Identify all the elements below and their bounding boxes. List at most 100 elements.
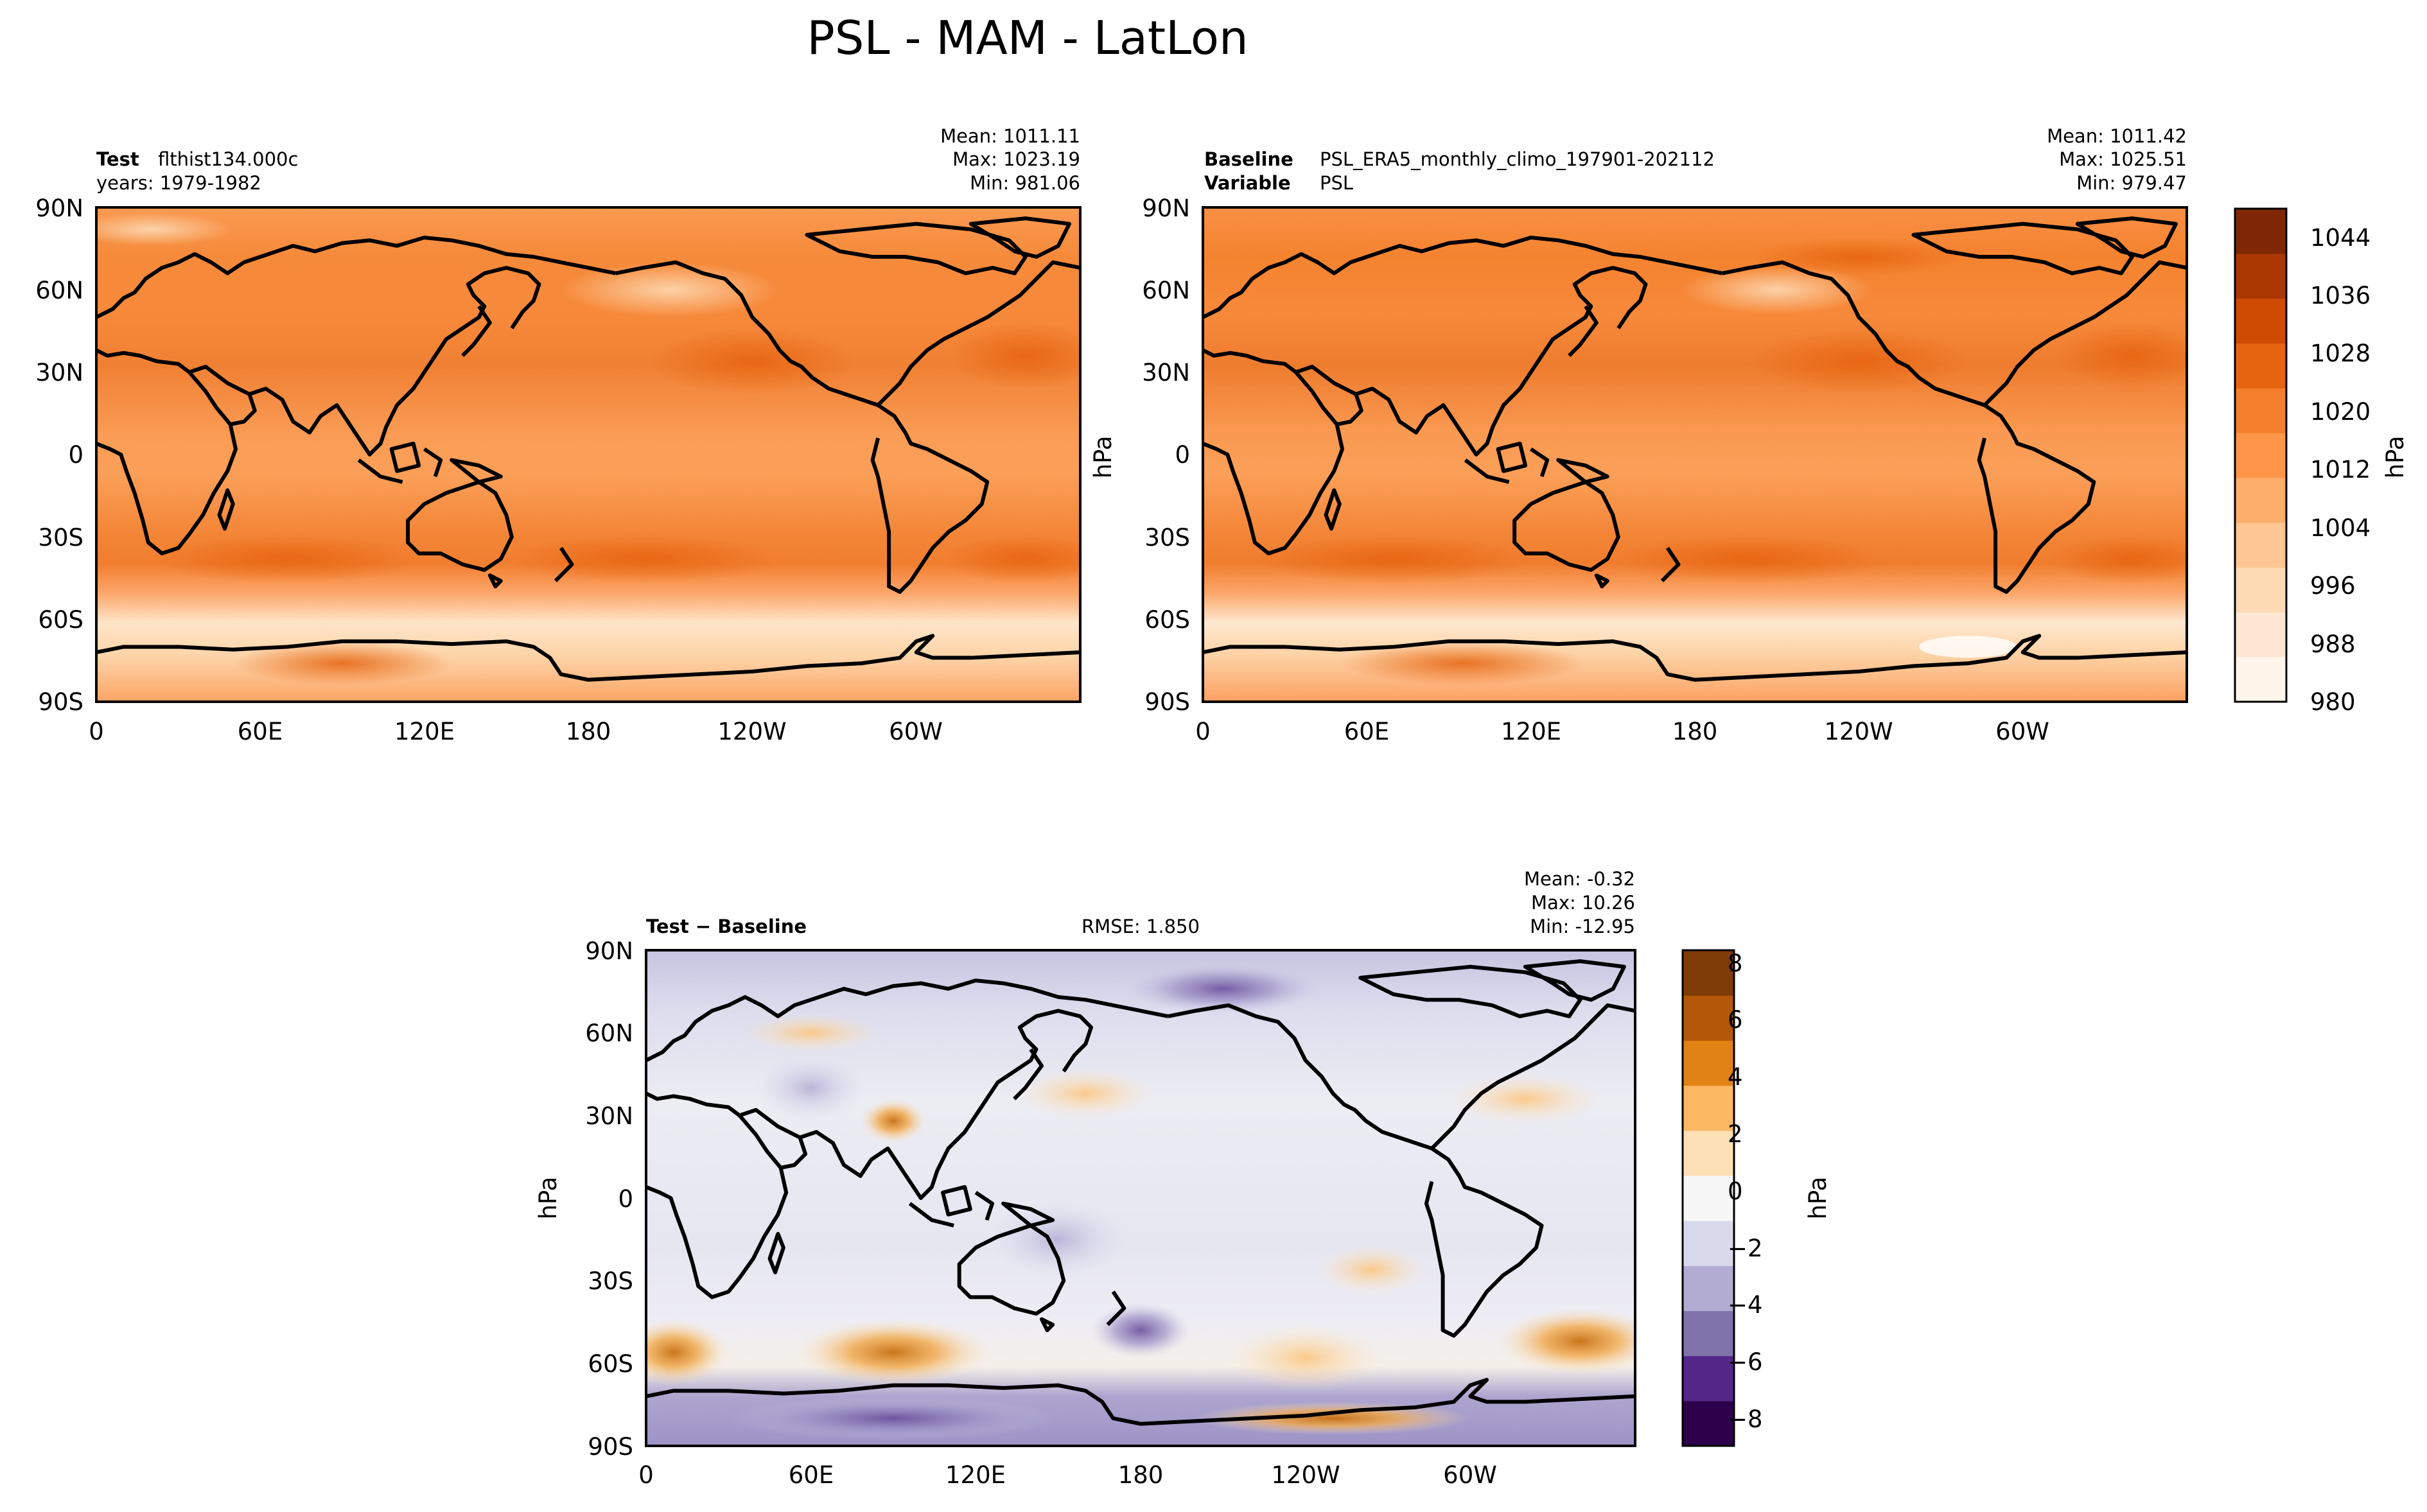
baseline-colorbar-ticks: 980 988 996 1004 1012 1020 1028 1036 104…: [2310, 224, 2370, 716]
y-tick-label: 90S: [38, 688, 83, 716]
test-y-ticks: 90N 60N 30N 0 30S 60S 90S: [35, 195, 83, 716]
colorbar-swatch: [2235, 298, 2286, 344]
baseline-colorbar: [2234, 207, 2288, 703]
difference-colorbar: [1681, 949, 1735, 1447]
test-x-ticks: 0 60E 120E 180 120W 60W: [89, 718, 943, 745]
colorbar-tick-label: 1020: [2310, 398, 2370, 426]
x-tick-label: 60W: [889, 718, 943, 745]
test-label-value: flthist134.000c: [158, 148, 298, 170]
x-tick-label: 60E: [789, 1461, 834, 1489]
difference-max: Max: 10.26: [1531, 892, 1635, 914]
colorbar-swatch: [1683, 1040, 1734, 1086]
baseline-label2-prefix: Variable: [1204, 172, 1291, 194]
difference-min: Min: -12.95: [1530, 916, 1635, 937]
x-tick-label: 60W: [1995, 718, 2049, 745]
y-tick-label: 90N: [1142, 195, 1190, 222]
x-tick-label: 0: [89, 718, 104, 745]
test-label-prefix: Test: [96, 148, 139, 170]
y-tick-label: 30N: [585, 1102, 633, 1130]
test-max: Max: 1023.19: [952, 148, 1080, 170]
y-tick-label: 90S: [1144, 688, 1190, 716]
colorbar-swatch: [2235, 433, 2286, 478]
colorbar-frame: [1681, 949, 1735, 1447]
colorbar-tick-label: 980: [2310, 688, 2356, 716]
colorbar-swatch: [1683, 1400, 1734, 1447]
colorbar-tick-label: −8: [1728, 1405, 1763, 1433]
difference-label: Test − Baseline: [646, 916, 807, 937]
y-tick-label: 90S: [588, 1433, 633, 1461]
y-tick-label: 90N: [585, 937, 633, 965]
y-tick-label: 60N: [1142, 277, 1190, 304]
difference-colorbar-label: hPa: [1804, 1177, 1832, 1220]
colorbar-swatch: [2235, 657, 2286, 702]
x-tick-label: 0: [1195, 718, 1211, 745]
y-tick-label: 90N: [35, 195, 83, 222]
baseline-map-field: [1203, 207, 2187, 702]
baseline-ylabel: hPa: [1089, 436, 1117, 479]
colorbar-tick-label: −2: [1728, 1235, 1763, 1262]
x-tick-label: 60E: [1344, 718, 1389, 745]
colorbar-swatch: [1683, 950, 1734, 996]
baseline-y-ticks: 90N 60N 30N 0 30S 60S 90S: [1142, 195, 1190, 716]
colorbar-tick-label: 1028: [2310, 340, 2370, 367]
test-map-field: [96, 207, 1080, 702]
y-tick-label: 60S: [1144, 606, 1190, 634]
x-tick-label: 120W: [717, 718, 786, 745]
y-tick-label: 60S: [588, 1350, 633, 1378]
x-tick-label: 120E: [394, 718, 455, 745]
colorbar-swatch: [2235, 253, 2286, 299]
colorbar-frame: [2234, 207, 2288, 703]
baseline-max: Max: 1025.51: [2059, 148, 2187, 170]
colorbar-swatch: [2235, 388, 2286, 433]
colorbar-swatch: [1683, 1085, 1734, 1131]
colorbar-tick-label: 4: [1728, 1063, 1743, 1091]
y-tick-label: 60N: [35, 277, 83, 304]
test-subtitle: years: 1979-1982: [96, 172, 261, 194]
difference-ylabel: hPa: [534, 1177, 562, 1220]
colorbar-swatch: [2235, 612, 2286, 657]
colorbar-swatch: [1683, 1310, 1734, 1357]
test-mean: Mean: 1011.11: [940, 125, 1080, 147]
colorbar-tick-label: 2: [1728, 1120, 1743, 1148]
baseline-label-prefix: Baseline: [1204, 148, 1293, 170]
colorbar-tick-label: 8: [1728, 950, 1743, 977]
colorbar-swatch: [2235, 343, 2286, 388]
x-tick-label: 180: [566, 718, 611, 745]
baseline-x-ticks: 0 60E 120E 180 120W 60W: [1195, 718, 2049, 745]
colorbar-tick-label: 1012: [2310, 456, 2370, 483]
y-tick-label: 30N: [35, 359, 83, 387]
difference-map-field: [646, 950, 1635, 1446]
x-tick-label: 60W: [1443, 1461, 1497, 1489]
colorbar-swatch: [1683, 1221, 1734, 1266]
colorbar-tick-label: −4: [1728, 1291, 1763, 1319]
baseline-min: Min: 979.47: [2076, 172, 2187, 194]
colorbar-swatch: [2235, 477, 2286, 523]
colorbar-tick-label: 0: [1728, 1177, 1743, 1205]
baseline-label2-value: PSL: [1320, 172, 1353, 194]
y-tick-label: 60N: [585, 1020, 633, 1047]
y-tick-label: 30N: [1142, 359, 1190, 387]
baseline-mean: Mean: 1011.42: [2047, 125, 2187, 147]
baseline-label-value: PSL_ERA5_monthly_climo_197901-202112: [1320, 148, 1715, 170]
y-tick-label: 0: [1175, 441, 1190, 469]
difference-colorbar-ticks: −8 −6 −4 −2 0 2 4 6 8: [1728, 950, 1763, 1433]
x-tick-label: 120E: [1501, 718, 1561, 745]
x-tick-label: 60E: [238, 718, 283, 745]
y-tick-label: 30S: [38, 524, 83, 552]
test-min: Min: 981.06: [970, 172, 1080, 194]
colorbar-swatch: [1683, 1265, 1734, 1312]
colorbar-tick-label: 1004: [2310, 514, 2370, 542]
colorbar-swatch: [1683, 995, 1734, 1041]
difference-rmse: RMSE: 1.850: [1082, 916, 1200, 937]
difference-mean: Mean: -0.32: [1524, 868, 1635, 890]
colorbar-tick-label: −6: [1728, 1348, 1763, 1376]
panel-test: Test flthist134.000c years: 1979-1982 Me…: [35, 125, 1082, 745]
colorbar-swatch: [2235, 567, 2286, 613]
x-tick-label: 180: [1672, 718, 1718, 745]
figure-title: PSL - MAM - LatLon: [807, 11, 1248, 65]
y-tick-label: 30S: [1144, 524, 1190, 552]
panel-difference: Test − Baseline RMSE: 1.850 Mean: -0.32 …: [534, 868, 1832, 1489]
x-tick-label: 120W: [1271, 1461, 1340, 1489]
colorbar-tick-label: 1044: [2310, 224, 2370, 252]
y-tick-label: 0: [68, 441, 83, 469]
